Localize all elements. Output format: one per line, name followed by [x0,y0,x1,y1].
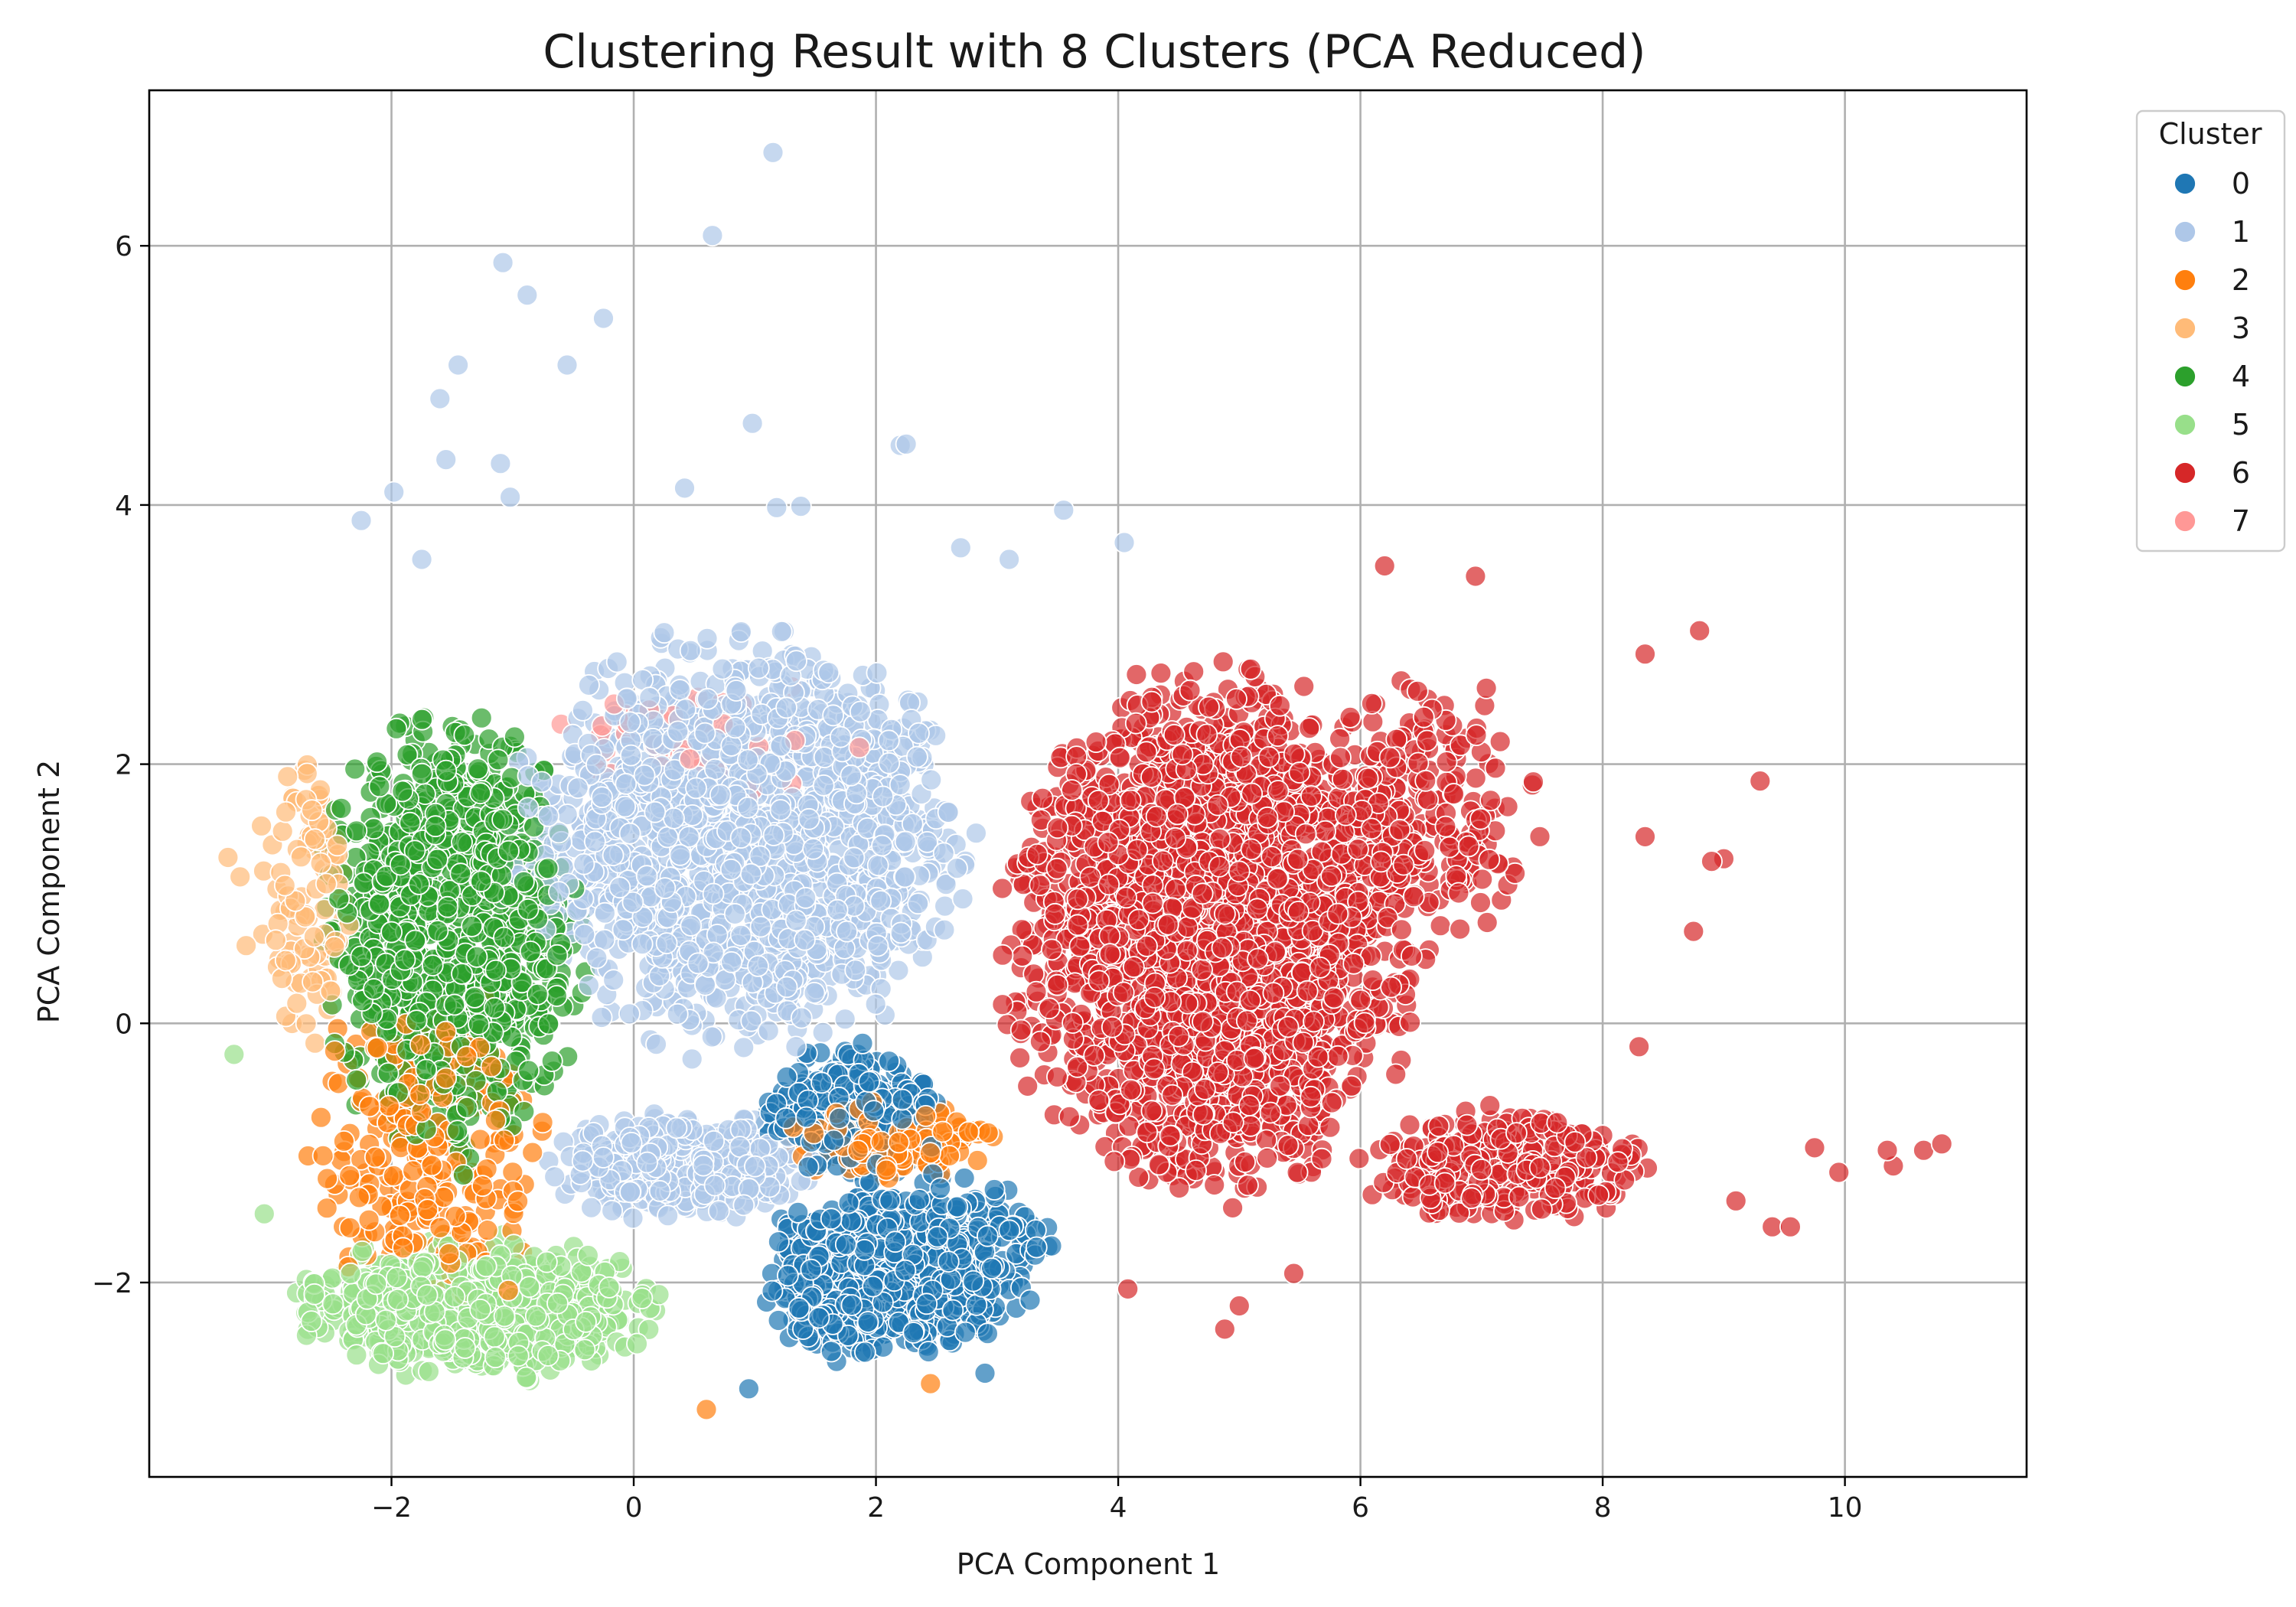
scatter-point-cluster-6 [991,877,1013,900]
scatter-point-cluster-6 [1009,1047,1031,1069]
scatter-point-cluster-5 [253,1202,276,1225]
scatter-point-cluster-2 [315,1197,338,1220]
scatter-point-cluster-4 [344,758,367,781]
scatter-point-cluster-6 [1682,920,1705,943]
scatter-point-cluster-1 [673,477,696,500]
scatter-point-cluster-1 [680,1048,703,1071]
scatter-point-cluster-0 [738,1377,760,1400]
scatter-point-cluster-6 [1628,1035,1651,1058]
scatter-point-cluster-2 [695,1398,718,1421]
scatter-point-cluster-0 [983,1178,1006,1201]
scatter-point-cluster-6 [1125,663,1148,686]
scatter-point-cluster-6 [1803,1136,1826,1159]
scatter-point-cluster-6 [1319,1116,1342,1139]
scatter-point-cluster-4 [385,717,408,740]
scatter-point-cluster-6 [1373,555,1396,577]
scatter-point-cluster-6 [1297,1114,1320,1137]
scatter-point-cluster-6 [1464,767,1487,790]
scatter-point-cluster-6 [1528,825,1551,848]
scatter-point-cluster-6 [1362,710,1384,733]
scatter-point-cluster-6 [1237,1174,1259,1197]
scatter-point-cluster-3 [304,1032,327,1054]
scatter-point-cluster-2 [327,1072,350,1095]
scatter-point-cluster-6 [1212,650,1234,673]
scatter-point-cluster-1 [410,548,433,571]
scatter-point-cluster-6 [1479,789,1502,812]
scatter-point-cluster-1 [907,892,929,915]
scatter-point-cluster-6 [1443,783,1465,805]
scatter-point-cluster-5 [631,1287,654,1309]
scatter-point-cluster-1 [543,1165,566,1188]
scatter-point-cluster-1 [765,496,788,519]
scatter-point-cluster-2 [501,1161,524,1184]
scatter-point-cluster-5 [351,1240,373,1263]
scatter-point-cluster-3 [217,846,240,869]
scatter-point-cluster-6 [1876,1139,1899,1162]
scatter-point-cluster-1 [762,141,784,164]
scatter-point-cluster-2 [521,1141,544,1164]
scatter-point-cluster-1 [998,548,1020,571]
scatter-point-cluster-2 [531,1111,554,1134]
chart-title: Clustering Result with 8 Clusters (PCA R… [543,25,1645,79]
scatter-point-cluster-1 [895,432,918,455]
scatter-point-cluster-1 [435,448,458,471]
scatter-point-cluster-6 [1449,918,1471,940]
scatter-point-cluster-6 [1469,892,1492,914]
scatter-point-cluster-1 [590,1006,613,1028]
scatter-point-cluster-1 [653,621,676,644]
scatter-point-cluster-3 [229,865,252,888]
scatter-point-cluster-6 [1688,619,1711,642]
scatter-point-cluster-1 [618,1002,641,1025]
scatter-point-cluster-3 [295,1012,318,1035]
scatter-point-cluster-6 [1058,1106,1081,1128]
scatter-point-cluster-6 [1522,771,1544,794]
scatter-point-cluster-6 [1634,826,1656,848]
scatter-point-cluster-6 [1283,1262,1305,1285]
scatter-point-cluster-6 [1634,643,1656,666]
scatter-point-cluster-1 [350,509,373,532]
data-points [217,141,1953,1421]
scatter-point-cluster-1 [491,251,514,274]
scatter-point-cluster-1 [592,307,615,330]
scatter-point-cluster-1 [790,495,812,517]
scatter-point-cluster-6 [1476,911,1499,934]
scatter-point-cluster-3 [235,934,258,957]
scatter-point-cluster-1 [732,1036,755,1059]
scatter-point-cluster-1 [1052,499,1075,522]
scatter-point-cluster-6 [1221,1197,1244,1219]
scatter-point-cluster-6 [1779,1215,1802,1238]
scatter-point-cluster-6 [1475,676,1498,699]
scatter-point-cluster-2 [309,1106,332,1129]
scatter-point-cluster-6 [1489,730,1512,753]
scatter-point-cluster-1 [949,536,972,559]
scatter-point-cluster-5 [418,1360,440,1383]
scatter-point-cluster-2 [966,1149,989,1172]
scatter-point-cluster-6 [1429,914,1452,937]
scatter-point-cluster-1 [516,284,539,307]
scatter-point-cluster-6 [1479,1094,1502,1116]
scatter-point-cluster-6 [1361,693,1383,715]
scatter-point-cluster-1 [447,354,469,376]
scatter-point-cluster-1 [811,1021,834,1044]
scatter-point-cluster-1 [887,959,910,982]
